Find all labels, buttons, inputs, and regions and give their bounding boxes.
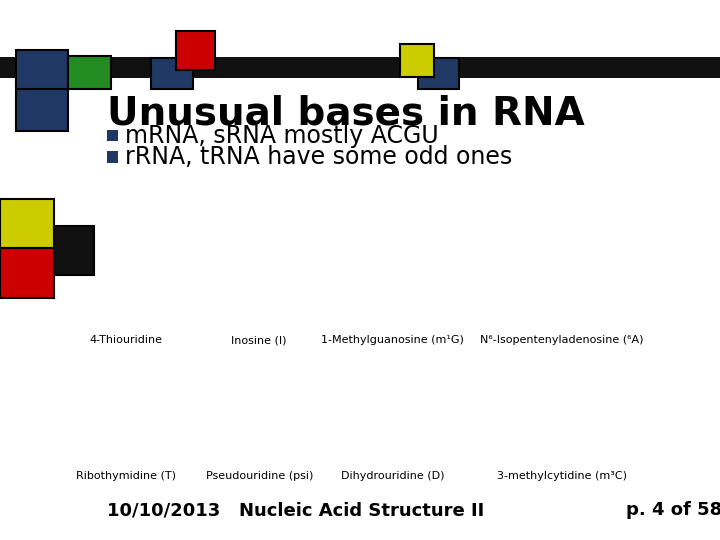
Text: p. 4 of 58: p. 4 of 58 (626, 501, 720, 519)
Bar (0, 57, 720, 78)
Text: Ribothymidine (T): Ribothymidine (T) (76, 471, 176, 481)
Bar (400, 44, 434, 77)
Bar (418, 58, 459, 89)
Bar (176, 31, 215, 70)
Bar (40, 226, 94, 275)
Text: rRNA, tRNA have some odd ones: rRNA, tRNA have some odd ones (125, 145, 512, 169)
Text: 1-Methylguanosine (m¹G): 1-Methylguanosine (m¹G) (321, 335, 464, 345)
Bar (107, 151, 118, 163)
Text: mRNA, sRNA mostly ACGU: mRNA, sRNA mostly ACGU (125, 124, 438, 147)
Text: 10/10/2013   Nucleic Acid Structure II: 10/10/2013 Nucleic Acid Structure II (107, 501, 484, 519)
Text: Unusual bases in RNA: Unusual bases in RNA (107, 94, 585, 132)
Bar (0, 199, 54, 248)
Text: Dihydrouridine (D): Dihydrouridine (D) (341, 471, 444, 481)
Bar (151, 58, 193, 89)
Text: Pseudouridine (psi): Pseudouridine (psi) (205, 471, 313, 481)
Bar (16, 50, 68, 89)
Text: 4-Thiouridine: 4-Thiouridine (89, 335, 163, 345)
Bar (16, 78, 68, 131)
Bar (0, 248, 54, 298)
Text: 3-methylcytidine (m³C): 3-methylcytidine (m³C) (497, 471, 626, 481)
Bar (68, 56, 111, 89)
Bar (107, 130, 118, 141)
Text: N⁶-Isopentenyladenosine (⁶A): N⁶-Isopentenyladenosine (⁶A) (480, 335, 644, 345)
Text: Inosine (I): Inosine (I) (231, 335, 287, 345)
